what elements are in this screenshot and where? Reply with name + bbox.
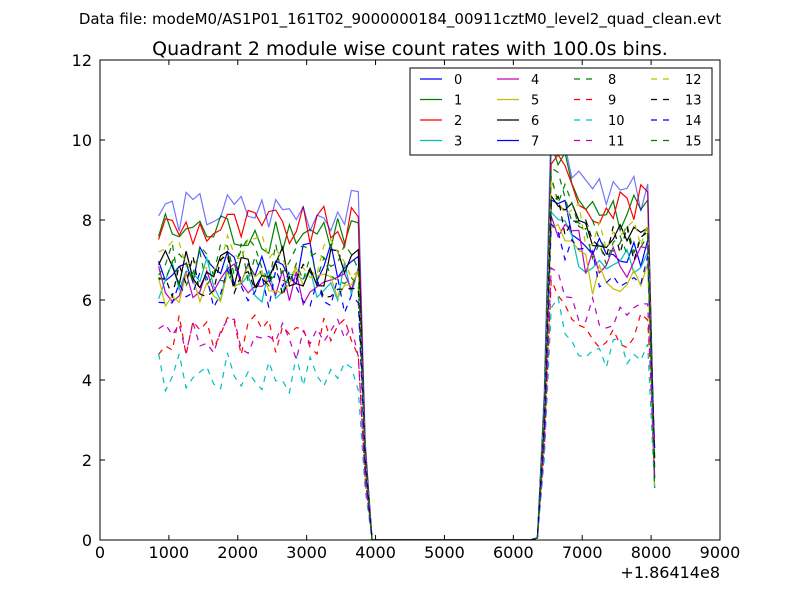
legend-label-9: 9 xyxy=(608,94,616,109)
x-tick-label: 8000 xyxy=(631,543,672,562)
y-tick-label: 8 xyxy=(82,211,92,230)
legend-label-1: 1 xyxy=(454,94,462,109)
series-line-7 xyxy=(158,115,656,540)
x-tick-label: 7000 xyxy=(562,543,603,562)
legend-label-14: 14 xyxy=(685,114,702,129)
legend-label-13: 13 xyxy=(685,94,702,109)
series-line-5 xyxy=(158,223,656,540)
legend-label-10: 10 xyxy=(608,114,625,129)
legend-label-8: 8 xyxy=(608,73,616,88)
x-tick-label: 0 xyxy=(95,543,105,562)
series-line-10 xyxy=(158,296,656,540)
series-line-15 xyxy=(158,175,656,540)
plot-area xyxy=(158,115,656,540)
axes: 0 1000 2000 3000 4000 5000 6000 7000 8000 9000 0 2 4… xyxy=(72,51,741,562)
legend-box xyxy=(409,67,713,156)
y-tick-label: 12 xyxy=(72,51,92,70)
y-tick-label: 10 xyxy=(72,131,92,150)
legend-label-15: 15 xyxy=(685,135,702,150)
x-tick-label: 1000 xyxy=(149,543,190,562)
series-line-14 xyxy=(158,222,656,540)
series-line-4 xyxy=(158,215,656,540)
y-tick-label: 0 xyxy=(82,531,92,550)
series-line-12 xyxy=(158,179,656,540)
x-offset-label: +1.86414e8 xyxy=(620,563,720,582)
series-line-13 xyxy=(158,195,656,540)
x-tick-label: 9000 xyxy=(700,543,741,562)
legend-label-11: 11 xyxy=(608,135,625,150)
y-tick-label: 4 xyxy=(82,371,92,390)
legend-label-5: 5 xyxy=(531,94,539,109)
legend-label-12: 12 xyxy=(685,73,702,88)
x-tick-label: 6000 xyxy=(493,543,534,562)
x-tick-label: 5000 xyxy=(424,543,465,562)
legend-label-3: 3 xyxy=(454,135,462,150)
legend-label-7: 7 xyxy=(531,135,539,150)
x-tick-label: 3000 xyxy=(286,543,327,562)
suptitle: Data file: modeM0/AS1P01_161T02_90000001… xyxy=(79,10,721,29)
y-tick-label: 6 xyxy=(82,291,92,310)
x-tick-label: 2000 xyxy=(217,543,258,562)
legend-label-6: 6 xyxy=(531,114,539,129)
chart-title: Quadrant 2 module wise count rates with … xyxy=(152,38,668,60)
series-line-8 xyxy=(158,166,656,540)
legend-label-2: 2 xyxy=(454,114,462,129)
series-line-11 xyxy=(158,266,656,540)
series-line-6 xyxy=(158,194,656,540)
series-line-9 xyxy=(158,279,656,540)
series-line-2 xyxy=(158,153,656,540)
y-tick-label: 2 xyxy=(82,451,92,470)
x-tick-label: 4000 xyxy=(355,543,396,562)
series-line-3 xyxy=(158,210,656,540)
legend-label-0: 0 xyxy=(454,73,462,88)
legend-label-4: 4 xyxy=(531,73,539,88)
